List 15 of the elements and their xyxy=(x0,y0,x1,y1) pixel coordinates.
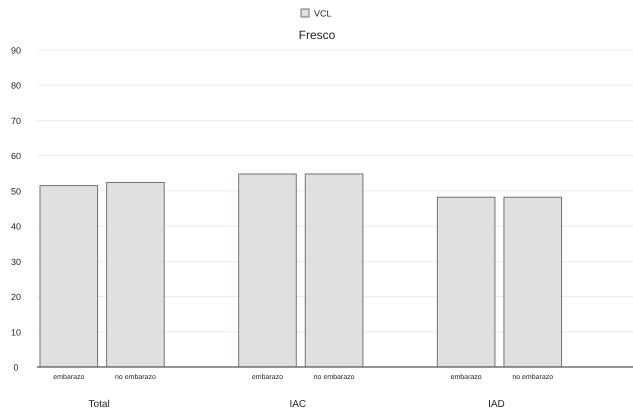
text: IAC xyxy=(289,399,306,410)
y-tick-label: 90 xyxy=(10,46,22,56)
y-tick-label: 0 xyxy=(13,362,19,372)
y-tick-label: 10 xyxy=(10,327,22,338)
legend-label: VCL xyxy=(314,8,332,18)
y-tick-label: 70 xyxy=(10,116,22,126)
chart-title: Fresco xyxy=(298,28,336,42)
text: Total xyxy=(88,399,110,410)
y-tick-label: 20 xyxy=(10,292,22,302)
y-tick-label: 80 xyxy=(10,80,22,91)
y-tick-label: 40 xyxy=(10,222,22,232)
text: IAD xyxy=(488,399,505,410)
y-tick-label: 60 xyxy=(10,151,22,162)
y-tick-label: 50 xyxy=(10,186,22,196)
y-tick-label: 30 xyxy=(10,256,22,267)
